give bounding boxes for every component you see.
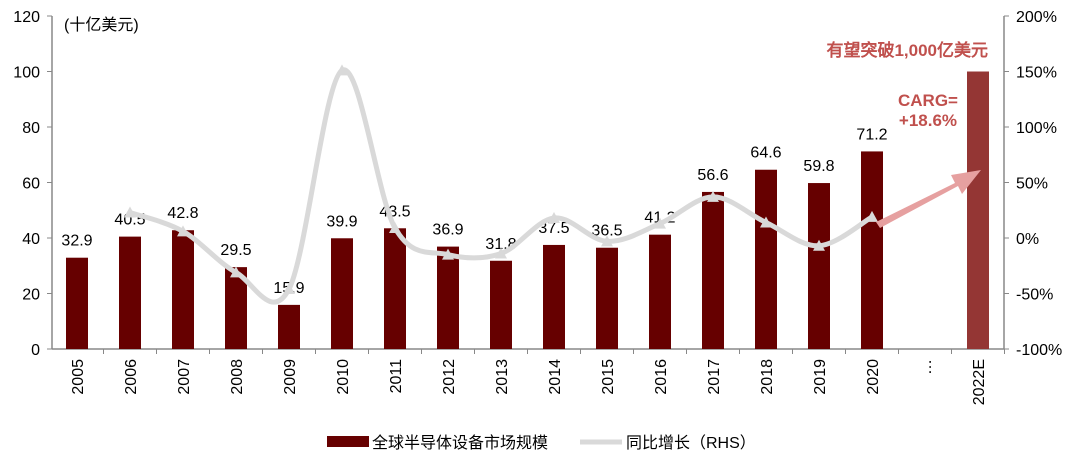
growth-marker	[177, 225, 189, 237]
growth-marker	[495, 247, 507, 259]
left-tick-label: 100	[13, 65, 40, 82]
right-tick-label: 0%	[1016, 231, 1039, 248]
bar-label: 36.9	[432, 222, 463, 239]
bar-label: 42.8	[167, 205, 198, 222]
bar-2012	[437, 246, 459, 349]
growth-marker	[389, 222, 401, 234]
bar-label: 59.8	[803, 158, 834, 175]
growth-marker	[813, 239, 825, 251]
bar-label: 39.9	[326, 213, 357, 230]
bar-2014	[543, 244, 565, 349]
bar-2020	[861, 151, 883, 349]
x-tick-label: …	[918, 359, 935, 375]
x-tick-label: 2005	[70, 359, 87, 395]
bar-label: 64.6	[750, 145, 781, 162]
bar-label: 29.5	[220, 242, 251, 259]
x-tick-label: 2008	[229, 359, 246, 395]
x-tick-label: 2022E	[971, 359, 988, 405]
x-tick-label: 2017	[706, 359, 723, 395]
x-tick-label: 2010	[335, 359, 352, 395]
bar-label: 32.9	[61, 233, 92, 250]
growth-marker	[760, 216, 772, 228]
cagr-annotation: +18.6%	[899, 111, 957, 130]
legend-label-line: 同比增长（RHS）	[626, 434, 756, 452]
bar-2009	[278, 304, 300, 349]
right-tick-label: -50%	[1016, 287, 1053, 304]
growth-marker	[336, 64, 348, 76]
growth-marker	[283, 283, 295, 295]
unit-label: (十亿美元)	[64, 16, 139, 34]
bar-2007	[172, 230, 194, 349]
x-tick-label: 2014	[547, 359, 564, 395]
growth-marker	[601, 235, 613, 247]
x-tick-label: 2013	[494, 359, 511, 395]
left-tick-label: 40	[22, 231, 40, 248]
bar-2013	[490, 260, 512, 349]
growth-marker	[707, 190, 719, 202]
bar-2017	[702, 191, 724, 349]
right-tick-label: 150%	[1016, 65, 1057, 82]
bar-label: 37.5	[538, 220, 569, 237]
bar-2005	[66, 257, 88, 349]
right-tick-label: 100%	[1016, 120, 1057, 137]
left-tick-label: 60	[22, 176, 40, 193]
left-tick-label: 120	[13, 9, 40, 26]
legend-swatch-bars	[327, 436, 369, 447]
bar-2016	[649, 234, 671, 349]
growth-marker	[442, 248, 454, 260]
bar-label: 36.5	[591, 223, 622, 240]
x-tick-label: 2020	[865, 359, 882, 395]
bar-2015	[596, 247, 618, 349]
right-tick-label: 50%	[1016, 176, 1048, 193]
x-tick-label: 2016	[653, 359, 670, 395]
x-tick-label: 2006	[123, 359, 140, 395]
left-tick-label: 0	[31, 342, 40, 359]
left-tick-label: 20	[22, 287, 40, 304]
bar-label: 71.2	[856, 126, 887, 143]
x-tick-label: 2007	[176, 359, 193, 395]
bar-label: 56.6	[697, 167, 728, 184]
growth-marker	[124, 206, 136, 218]
growth-marker	[866, 210, 878, 222]
x-tick-label: 2009	[282, 359, 299, 395]
cagr-arrow	[876, 170, 981, 228]
bar-2019	[808, 183, 830, 349]
bar-2011	[384, 228, 406, 349]
x-tick-label: 2011	[388, 359, 405, 394]
bar-2006	[119, 236, 141, 349]
x-tick-label: 2015	[600, 359, 617, 395]
x-tick-label: 2012	[441, 359, 458, 395]
cagr-annotation: CARG=	[898, 91, 958, 110]
left-tick-label: 80	[22, 120, 40, 137]
growth-marker	[654, 217, 666, 229]
growth-marker	[548, 212, 560, 224]
right-tick-label: 200%	[1016, 9, 1057, 26]
bar-2022E	[967, 71, 989, 349]
bar-2018	[755, 169, 777, 349]
legend-label-bars: 全球半导体设备市场规模	[372, 434, 548, 452]
right-tick-label: -100%	[1016, 342, 1062, 359]
x-tick-label: 2019	[812, 359, 829, 395]
x-tick-label: 2018	[759, 359, 776, 395]
bar-2010	[331, 238, 353, 349]
growth-marker	[230, 266, 242, 278]
target-annotation: 有望突破1,000亿美元	[826, 40, 988, 60]
bar-2008	[225, 267, 247, 349]
